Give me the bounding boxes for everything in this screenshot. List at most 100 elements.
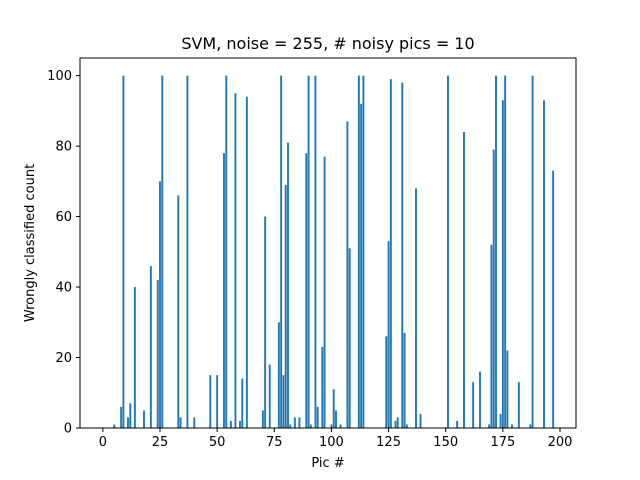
- bar: [289, 424, 292, 428]
- bar: [362, 75, 365, 428]
- bar: [346, 121, 349, 428]
- bar: [472, 382, 475, 428]
- x-tick-label: 125: [376, 435, 401, 450]
- bar: [280, 75, 283, 428]
- bar: [133, 287, 136, 428]
- bar: [490, 244, 493, 428]
- y-tick-label: 20: [55, 351, 72, 366]
- bar: [499, 413, 502, 428]
- bars-group: [113, 75, 555, 429]
- bar: [387, 241, 390, 428]
- bar: [122, 75, 125, 428]
- x-tick-label: 0: [99, 435, 107, 450]
- x-axis-ticks: 0 25 50 75 100 125 150 175 200: [99, 428, 573, 450]
- bar: [193, 417, 196, 428]
- x-tick-label: 25: [152, 435, 169, 450]
- bar: [456, 420, 459, 428]
- bar: [463, 132, 465, 428]
- bar: [229, 420, 232, 428]
- bar: [179, 417, 182, 428]
- bar: [357, 75, 360, 428]
- bar: [504, 75, 507, 428]
- bar: [401, 82, 404, 429]
- bar: [284, 184, 287, 428]
- y-tick-label: 80: [55, 140, 72, 155]
- bar: [149, 265, 152, 428]
- bar: [143, 410, 145, 428]
- y-tick-label: 0: [64, 422, 72, 437]
- bar: [447, 75, 449, 428]
- bar: [517, 382, 520, 428]
- bar: [415, 188, 417, 428]
- bar: [403, 332, 406, 428]
- bar: [385, 336, 388, 428]
- bar: [506, 350, 509, 428]
- bar: [360, 103, 363, 429]
- bar: [501, 100, 504, 429]
- bar: [277, 322, 280, 428]
- bar: [321, 346, 324, 428]
- bar: [488, 424, 491, 428]
- chart-title: SVM, noise = 255, # noisy pics = 10: [181, 34, 474, 53]
- bar: [282, 375, 285, 428]
- bar: [159, 181, 161, 428]
- bar: [234, 93, 237, 428]
- bar: [307, 75, 310, 428]
- bar: [305, 153, 308, 428]
- bar: [332, 389, 335, 428]
- bar: [314, 75, 317, 428]
- bar: [293, 417, 296, 428]
- bar: [239, 420, 241, 428]
- y-tick-label: 60: [55, 210, 72, 225]
- x-tick-label: 75: [266, 435, 283, 450]
- bar: [335, 410, 337, 428]
- bar: [543, 100, 545, 429]
- y-axis-ticks: 0 20 40 60 80 100: [47, 69, 80, 437]
- bar: [495, 75, 497, 428]
- bar: [531, 75, 534, 428]
- bar: [298, 417, 301, 428]
- bar: [396, 417, 399, 428]
- bar: [511, 424, 513, 428]
- bar: [316, 406, 319, 428]
- bar: [492, 149, 495, 428]
- bar: [552, 170, 555, 428]
- bar: [223, 153, 225, 428]
- bar: [127, 417, 129, 428]
- bar: [339, 424, 342, 428]
- bar: [129, 403, 132, 428]
- bar: [330, 424, 333, 428]
- bar: [309, 424, 312, 428]
- bar: [264, 216, 267, 428]
- y-tick-label: 40: [55, 281, 72, 296]
- x-tick-label: 100: [319, 435, 344, 450]
- bar: [348, 248, 351, 428]
- bar: [216, 375, 219, 428]
- bar: [186, 75, 189, 428]
- bar: [394, 420, 397, 428]
- bar: [120, 406, 123, 428]
- y-tick-label: 100: [47, 69, 72, 84]
- bar: [261, 410, 264, 428]
- x-axis-label: Pic #: [311, 456, 344, 471]
- bar: [287, 142, 289, 429]
- bar: [389, 79, 392, 429]
- bar: [529, 424, 532, 428]
- bar: [113, 424, 116, 428]
- y-axis-label: Wrongly classified count: [23, 164, 38, 322]
- x-tick-label: 200: [548, 435, 573, 450]
- bar: [268, 364, 271, 428]
- bar: [209, 375, 212, 428]
- x-tick-label: 50: [209, 435, 226, 450]
- bar: [479, 371, 481, 428]
- bar: [241, 378, 244, 428]
- x-tick-label: 150: [433, 435, 458, 450]
- bar: [225, 75, 228, 428]
- bar: [245, 96, 248, 428]
- bar: [419, 413, 422, 428]
- bar: [161, 75, 164, 428]
- bar: [156, 280, 159, 428]
- bar: [405, 424, 408, 428]
- bar: [177, 195, 180, 428]
